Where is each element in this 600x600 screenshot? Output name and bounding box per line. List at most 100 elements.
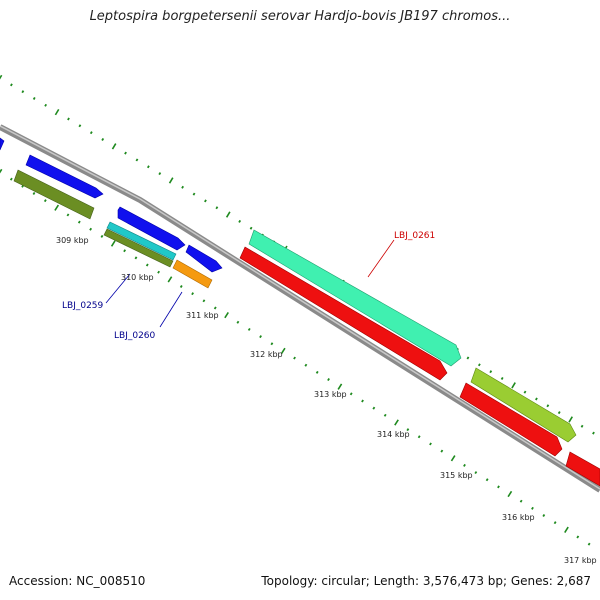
minor-tick [259, 335, 262, 339]
minor-tick [249, 226, 253, 230]
minor-tick [417, 435, 421, 439]
minor-tick [157, 270, 161, 274]
tick-label-316: 316 kbp [502, 513, 535, 522]
minor-tick [587, 542, 591, 546]
minor-tick [44, 103, 48, 107]
minor-tick [236, 320, 240, 324]
leader-line-lbj-0259 [105, 273, 131, 304]
cds-feature-yellow-green[interactable] [470, 367, 577, 443]
major-tick [394, 419, 399, 426]
minor-tick [519, 499, 523, 503]
minor-tick [158, 172, 162, 176]
cds-feature-red[interactable] [459, 382, 563, 457]
minor-tick [523, 390, 527, 394]
minor-tick [247, 327, 251, 331]
cds-feature-red[interactable] [239, 246, 448, 381]
major-tick [450, 455, 456, 462]
genome-backbone [0, 124, 600, 493]
cds-feature-cyan[interactable] [106, 221, 177, 261]
minor-tick [383, 413, 387, 417]
tick-label-310: 310 kbp [121, 273, 154, 282]
minor-tick [477, 363, 481, 367]
gene-label-lbj-0259[interactable]: LBJ_0259 [62, 301, 104, 311]
gene-label-lbj-0260[interactable]: LBJ_0260 [114, 331, 156, 341]
major-tick [0, 168, 3, 174]
accession-text: Accession: NC_008510 [9, 574, 146, 588]
cds-feature-red[interactable] [565, 451, 600, 487]
major-tick [0, 74, 3, 80]
minor-tick [89, 131, 93, 135]
major-tick [54, 204, 60, 211]
minor-tick [293, 356, 296, 360]
cds-feature-olive[interactable] [13, 169, 95, 220]
cds-feature-orange[interactable] [172, 259, 213, 289]
cds-feature-blue[interactable] [117, 206, 186, 251]
minor-tick [466, 356, 470, 360]
topology-summary: Topology: circular; Length: 3,576,473 bp… [261, 574, 591, 588]
minor-tick [580, 424, 584, 428]
minor-tick [576, 535, 580, 539]
minor-tick [202, 299, 206, 303]
minor-tick [372, 406, 376, 410]
minor-tick [500, 376, 504, 380]
minor-tick [134, 256, 138, 260]
minor-tick [557, 411, 561, 415]
major-tick [111, 143, 117, 150]
cds-feature-blue[interactable] [25, 154, 104, 199]
tick-label-309: 309 kbp [56, 236, 89, 245]
minor-tick [181, 185, 184, 189]
minor-tick [179, 285, 183, 288]
minor-tick [43, 199, 47, 203]
cds-feature-blue[interactable] [185, 244, 223, 273]
minor-tick [101, 137, 105, 141]
minor-tick [361, 399, 364, 403]
major-tick [168, 177, 174, 184]
cds-feature-aquamarine[interactable] [248, 229, 462, 367]
major-tick [225, 211, 231, 218]
minor-tick [531, 506, 534, 510]
minor-tick [270, 342, 274, 346]
tick-label-311: 311 kbp [186, 311, 219, 320]
minor-tick [78, 124, 82, 128]
gene-label-lbj-0261[interactable]: LBJ_0261 [394, 231, 435, 241]
minor-tick [215, 206, 219, 210]
cds-feature-blue[interactable] [0, 137, 5, 151]
minor-tick [429, 442, 432, 446]
minor-tick [192, 192, 196, 196]
minor-tick [406, 428, 410, 432]
major-tick [564, 526, 569, 533]
leader-line-lbj-0260 [159, 291, 183, 328]
minor-tick [21, 90, 25, 94]
minor-tick [32, 96, 36, 100]
minor-tick [89, 227, 93, 231]
minor-tick [315, 370, 319, 374]
minor-tick [67, 117, 70, 121]
minor-tick [489, 370, 493, 374]
minor-tick [349, 392, 353, 396]
minor-tick [9, 177, 13, 181]
minor-tick [485, 478, 489, 482]
minor-tick [100, 234, 104, 238]
map-title: Leptospira borgpetersenii serovar Hardjo… [89, 9, 511, 24]
minor-tick [123, 249, 127, 253]
major-tick [507, 490, 513, 498]
minor-tick [124, 151, 127, 155]
minor-tick [32, 191, 36, 195]
minor-tick [327, 378, 330, 382]
minor-tick [135, 158, 139, 162]
minor-tick [463, 463, 466, 467]
minor-tick [204, 199, 207, 203]
cds-feature-olive[interactable] [103, 228, 174, 268]
major-tick [280, 347, 286, 355]
tick-label-315: 315 kbp [440, 471, 473, 480]
major-tick [110, 240, 116, 247]
major-tick [167, 276, 173, 283]
tick-label-312: 312 kbp [250, 350, 283, 359]
minor-tick [546, 404, 550, 408]
minor-tick [213, 306, 217, 310]
minor-tick [542, 514, 546, 517]
minor-tick [145, 263, 149, 267]
tick-label-313: 313 kbp [314, 390, 347, 399]
minor-tick [66, 213, 70, 217]
